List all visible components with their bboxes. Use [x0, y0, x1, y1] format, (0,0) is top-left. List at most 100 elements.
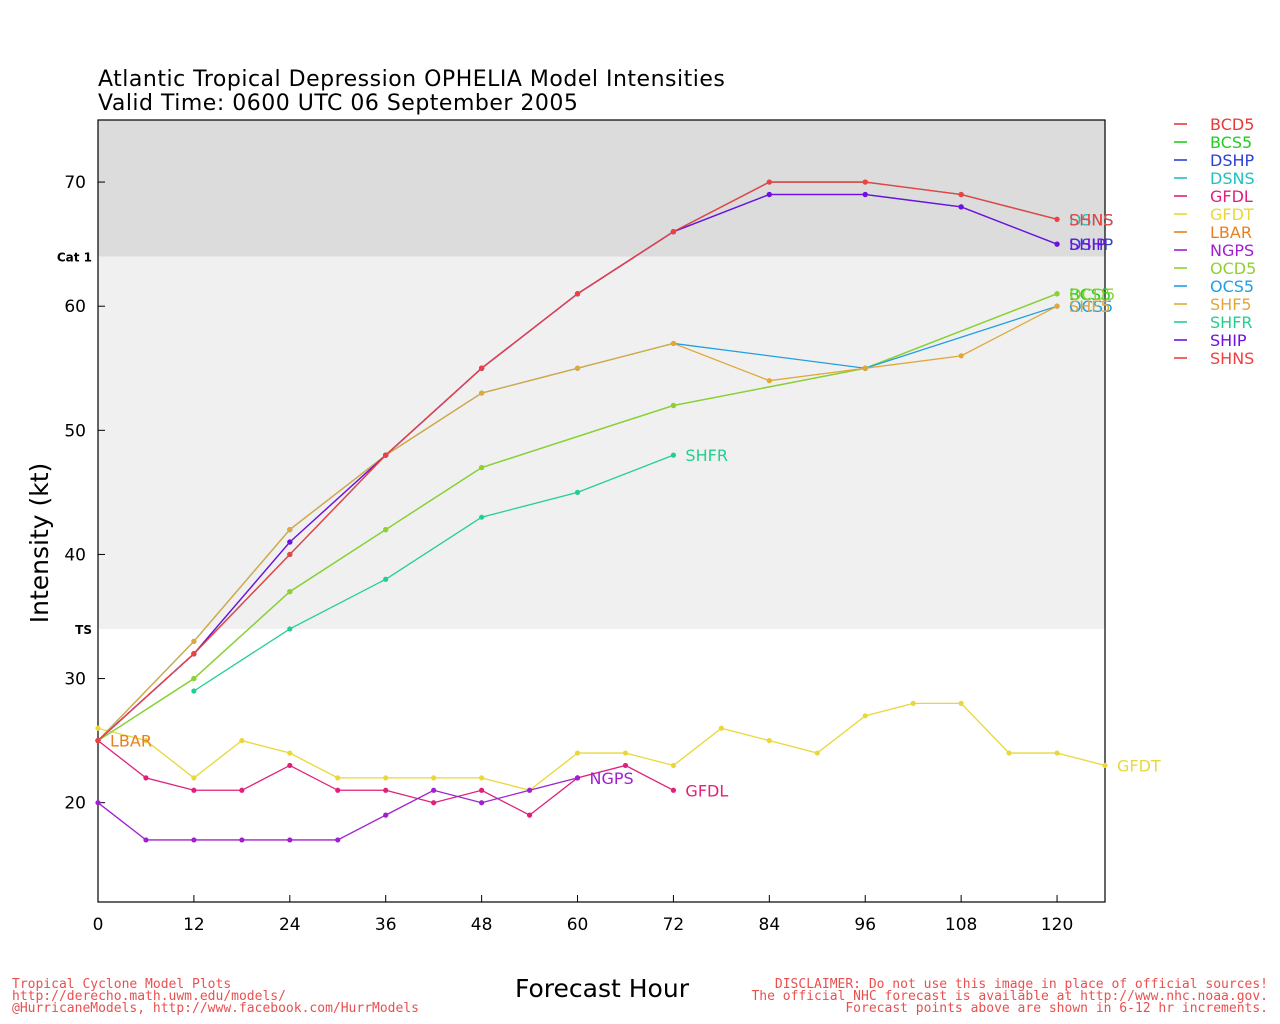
data-point-gfdl	[431, 800, 437, 806]
data-point-gfdl	[622, 762, 629, 769]
data-point-shns	[95, 738, 101, 744]
data-point-shf5	[766, 378, 772, 384]
y-tick-label: 20	[64, 794, 86, 814]
series-shfr	[191, 452, 677, 694]
legend-entry-gfdt: GFDT	[1210, 205, 1254, 224]
end-label-ngps: NGPS	[590, 769, 634, 788]
data-point-gfdt	[95, 725, 101, 731]
y-tick-label: 50	[64, 421, 86, 441]
data-point-gfdt	[1006, 750, 1012, 756]
series-end-labels: BCS5 DSHP DSNS GFDL GFDT LBAR NGPS OCD5OCS5SHF5…	[110, 210, 1161, 800]
data-point-ngps	[191, 837, 197, 843]
data-point-shns	[862, 179, 868, 185]
legend-entry-dshp: DSHP	[1210, 151, 1255, 170]
data-point-shfr	[479, 514, 485, 520]
data-point-ocd5	[479, 464, 485, 471]
data-point-shf5	[862, 365, 868, 371]
data-point-ocd5	[383, 527, 389, 533]
end-label-ocs5: OCS5	[1069, 297, 1113, 316]
data-point-gfdt	[143, 738, 149, 744]
data-point-gfdt	[1054, 750, 1060, 756]
data-point-gfdt	[191, 775, 197, 781]
series-layer	[95, 179, 1108, 843]
data-point-gfdt	[670, 762, 677, 769]
plot-frame	[97, 119, 1106, 903]
x-tick-label: 72	[663, 915, 685, 935]
data-point-ship	[862, 191, 868, 198]
data-point-gfdl	[239, 787, 245, 793]
footer-disclaimer: DISCLAIMER: Do not use this image in pla…	[775, 977, 1268, 992]
end-label-bcs5: BCS5	[1069, 285, 1111, 304]
x-tick-label: 36	[375, 915, 397, 935]
chart-title: Atlantic Tropical Depression OPHELIA Mod…	[98, 67, 725, 92]
data-point-shns	[383, 452, 389, 458]
data-point-shfr	[574, 489, 581, 495]
data-point-ngps	[383, 812, 389, 818]
series-line-shfr	[193, 454, 674, 692]
data-point-gfdt	[239, 738, 245, 744]
end-label-ocd5: OCD5	[1069, 285, 1115, 304]
footer-increments-note: Forecast points above are shown in 6-12 …	[845, 1001, 1268, 1016]
data-point-gfdt	[862, 713, 868, 719]
data-point-shns	[479, 365, 485, 371]
data-point-ocd5	[1054, 291, 1060, 297]
data-point-ngps	[95, 800, 101, 806]
data-point-shf5	[670, 340, 677, 347]
data-point-gfdt	[383, 775, 389, 781]
data-point-ngps	[335, 837, 341, 843]
legend-entry-ngps: NGPS	[1210, 241, 1254, 260]
data-point-shns	[574, 291, 581, 297]
end-label-dsns: DSNS	[1069, 210, 1114, 229]
data-point-shns	[287, 551, 293, 558]
data-point-gfdt	[287, 750, 293, 756]
x-tick-label: 120	[1041, 915, 1073, 935]
x-tick-label: 24	[279, 915, 301, 935]
end-label-shfr: SHFR	[685, 446, 728, 465]
legend-entry-ocd5: OCD5	[1210, 259, 1256, 278]
x-tick-label: 0	[93, 915, 104, 935]
data-point-gfdl	[287, 762, 293, 769]
data-point-ngps	[574, 775, 581, 781]
chart-subtitle: Valid Time: 0600 UTC 06 September 2005	[98, 91, 578, 116]
data-point-gfdl	[526, 812, 533, 818]
x-tick-label: 84	[759, 915, 781, 935]
data-point-shfr	[191, 688, 197, 694]
data-point-ocd5	[287, 589, 293, 595]
legend-entry-bcs5: BCS5	[1210, 133, 1252, 152]
data-point-gfdl	[335, 787, 341, 793]
data-point-ngps	[431, 787, 437, 793]
legend-entry-ship: SHIP	[1210, 331, 1247, 350]
band-upper	[98, 120, 1105, 257]
data-point-shfr	[383, 576, 389, 582]
data-point-ship	[766, 191, 772, 198]
intensity-category-bands: Cat 1 TS	[57, 120, 1105, 902]
data-point-gfdt	[479, 775, 485, 781]
y-tick-label: 70	[64, 173, 86, 193]
legend: BCD5BCS5DSHPDSNSGFDLGFDTLBARNGPSOCD5OCS5…	[1174, 115, 1256, 368]
legend-entry-dsns: DSNS	[1210, 169, 1255, 188]
series-line-ocd5	[97, 293, 1058, 742]
end-label-dshp: DSHP	[1069, 235, 1114, 254]
data-point-shns	[1054, 216, 1060, 222]
data-point-ship	[958, 204, 964, 210]
footer-site-url: http://derecho.math.uwm.edu/models/	[12, 989, 286, 1004]
data-point-shf5	[1054, 303, 1060, 309]
end-label-shf5: SHF5	[1069, 297, 1111, 316]
data-point-shf5	[191, 638, 197, 644]
x-tick-label: 60	[567, 915, 589, 935]
axis-ticks: 0 12 24 36 48 60 72 84 96 108 120 20 30 40 50 60 70	[64, 173, 1073, 935]
series-gfdt	[95, 700, 1108, 793]
data-point-ocd5	[670, 402, 677, 409]
data-point-ship	[1054, 241, 1060, 247]
data-point-ngps	[526, 787, 533, 793]
end-label-lbar: LBAR	[110, 732, 152, 751]
series-line-gfdt	[97, 702, 1106, 791]
x-tick-label: 108	[945, 915, 977, 935]
y-tick-label: 40	[64, 545, 86, 565]
legend-entry-shf5: SHF5	[1210, 295, 1252, 314]
legend-entry-gfdl: GFDL	[1210, 187, 1253, 206]
end-label-ship: SHIP	[1069, 235, 1106, 254]
data-point-shf5	[574, 365, 581, 371]
data-point-gfdt	[335, 775, 341, 781]
